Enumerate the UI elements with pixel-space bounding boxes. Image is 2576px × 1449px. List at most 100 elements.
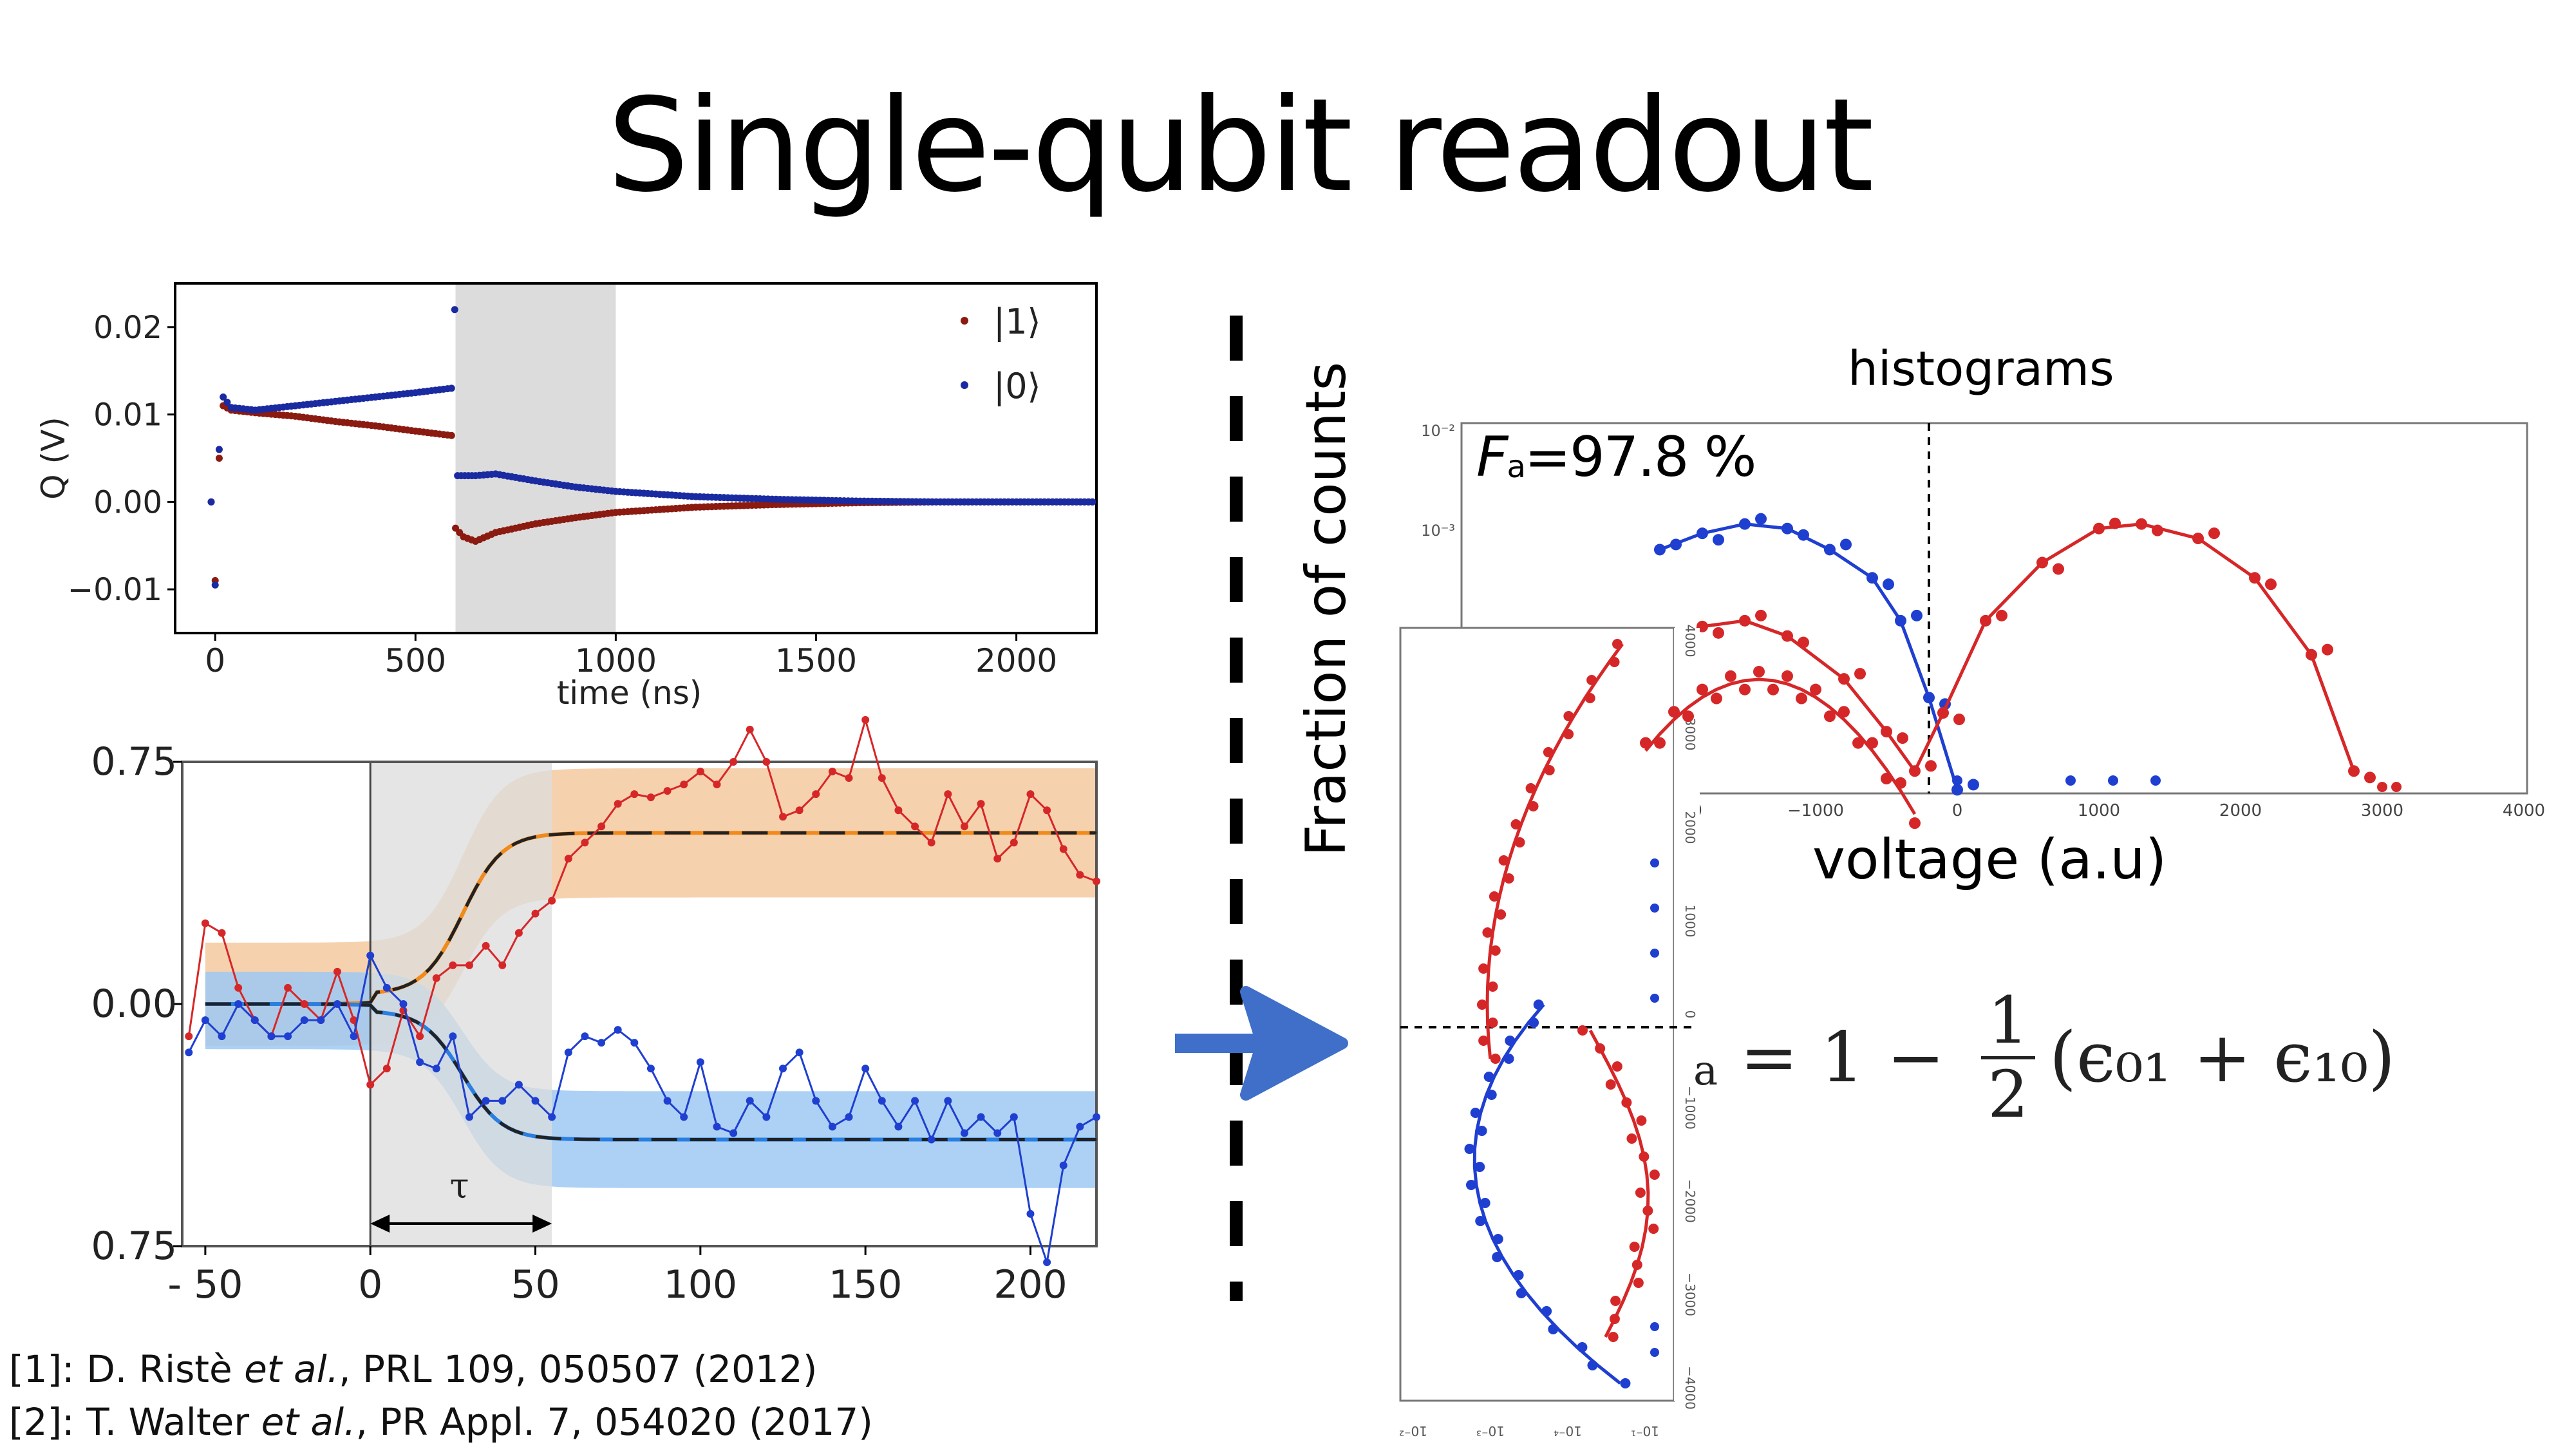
data-point xyxy=(1608,1332,1619,1342)
data-point xyxy=(317,1016,325,1025)
data-point xyxy=(416,1058,424,1066)
data-point xyxy=(1513,1270,1524,1280)
data-point xyxy=(1492,1252,1503,1262)
y-tick-label: 10⁻² xyxy=(1421,422,1455,440)
x-tick-label: −3000 xyxy=(1682,1273,1698,1316)
data-point xyxy=(1620,1378,1631,1388)
fit-curve xyxy=(1472,1003,1622,1385)
data-point xyxy=(2136,518,2147,530)
page-title: Single-qubit readout xyxy=(607,71,1874,221)
data-point xyxy=(1478,963,1489,974)
data-point xyxy=(1909,817,1921,829)
data-point xyxy=(1503,1054,1514,1064)
data-point xyxy=(1093,877,1100,886)
reference-1: [1]: D. Ristè et al., PRL 109, 050507 (2… xyxy=(9,1347,818,1391)
data-point xyxy=(220,393,227,401)
data-point xyxy=(366,1081,375,1089)
data-point xyxy=(1503,873,1514,884)
tau-arrow-head-left xyxy=(370,1215,390,1233)
data-point xyxy=(382,1065,391,1073)
data-point xyxy=(977,1113,985,1121)
data-point xyxy=(531,909,540,918)
data-point xyxy=(284,1032,292,1041)
data-point xyxy=(1490,1054,1501,1064)
data-point xyxy=(1840,538,1852,551)
x-tick-label: 2000 xyxy=(2219,801,2262,820)
data-point xyxy=(1650,904,1659,913)
fit-curve xyxy=(1485,643,1624,1059)
fidelity-value: =97.8 % xyxy=(1524,425,1757,489)
data-point xyxy=(498,961,507,969)
data-point xyxy=(333,967,341,976)
data-point xyxy=(531,1097,540,1105)
data-point xyxy=(1470,1108,1481,1118)
data-point xyxy=(696,1058,704,1066)
data-point xyxy=(597,822,606,831)
data-point xyxy=(663,1097,672,1105)
data-point xyxy=(1951,784,1963,796)
data-point xyxy=(1838,706,1850,718)
data-point xyxy=(944,790,952,799)
data-point xyxy=(564,1048,572,1057)
data-point xyxy=(1486,1090,1497,1100)
data-point xyxy=(2192,533,2204,545)
data-point xyxy=(2109,517,2121,529)
data-point xyxy=(729,758,738,766)
data-point xyxy=(944,1097,952,1105)
data-point xyxy=(1682,710,1694,723)
formula-rest: (ϵ₀₁ + ϵ₁₀) xyxy=(2049,1018,2396,1098)
data-point xyxy=(482,1097,490,1105)
x-tick-label: −1000 xyxy=(1682,1086,1698,1130)
tau-label: τ xyxy=(450,1166,469,1206)
data-point xyxy=(1996,609,2007,621)
data-point xyxy=(1464,1144,1475,1154)
data-point xyxy=(1076,1122,1084,1131)
data-point xyxy=(1953,714,1965,725)
data-point xyxy=(1952,775,1962,786)
data-point xyxy=(564,855,572,863)
data-point xyxy=(1510,819,1521,829)
data-point xyxy=(447,431,455,439)
data-point xyxy=(828,1122,836,1131)
data-point xyxy=(845,774,853,782)
data-point xyxy=(1881,726,1892,738)
legend-marker xyxy=(961,317,968,325)
data-point xyxy=(465,1113,473,1121)
data-point xyxy=(1650,1348,1659,1357)
data-point xyxy=(2152,524,2163,536)
data-point xyxy=(778,813,787,821)
data-point xyxy=(680,781,688,789)
data-point xyxy=(713,1122,721,1131)
data-point xyxy=(465,961,473,969)
data-point xyxy=(2391,782,2402,792)
data-point xyxy=(828,768,836,776)
data-point xyxy=(1489,891,1500,902)
data-point xyxy=(1824,710,1836,723)
data-point xyxy=(977,800,985,808)
formula-lhs: a xyxy=(1693,1046,1718,1095)
data-point xyxy=(201,1016,209,1025)
data-point xyxy=(1668,706,1680,718)
data-point xyxy=(1480,1198,1490,1208)
data-point xyxy=(696,768,704,776)
data-point xyxy=(1767,683,1779,696)
data-point xyxy=(812,790,820,799)
data-point xyxy=(1854,668,1866,680)
data-point xyxy=(1640,737,1651,749)
data-point xyxy=(300,1000,308,1008)
data-point xyxy=(1496,909,1507,920)
data-point xyxy=(201,919,209,927)
x-tick-label: 100 xyxy=(664,1262,738,1307)
data-point xyxy=(2065,775,2076,786)
data-point xyxy=(1528,801,1539,811)
data-point xyxy=(2036,556,2048,569)
data-point xyxy=(1490,945,1501,956)
data-point xyxy=(1476,1126,1487,1136)
legend-entry: |0⟩ xyxy=(993,366,1041,406)
data-point xyxy=(215,446,223,453)
y-tick-label: 0.01 xyxy=(93,397,162,433)
data-point xyxy=(878,1097,886,1105)
data-point xyxy=(1043,1258,1051,1267)
data-point xyxy=(1610,1296,1621,1306)
